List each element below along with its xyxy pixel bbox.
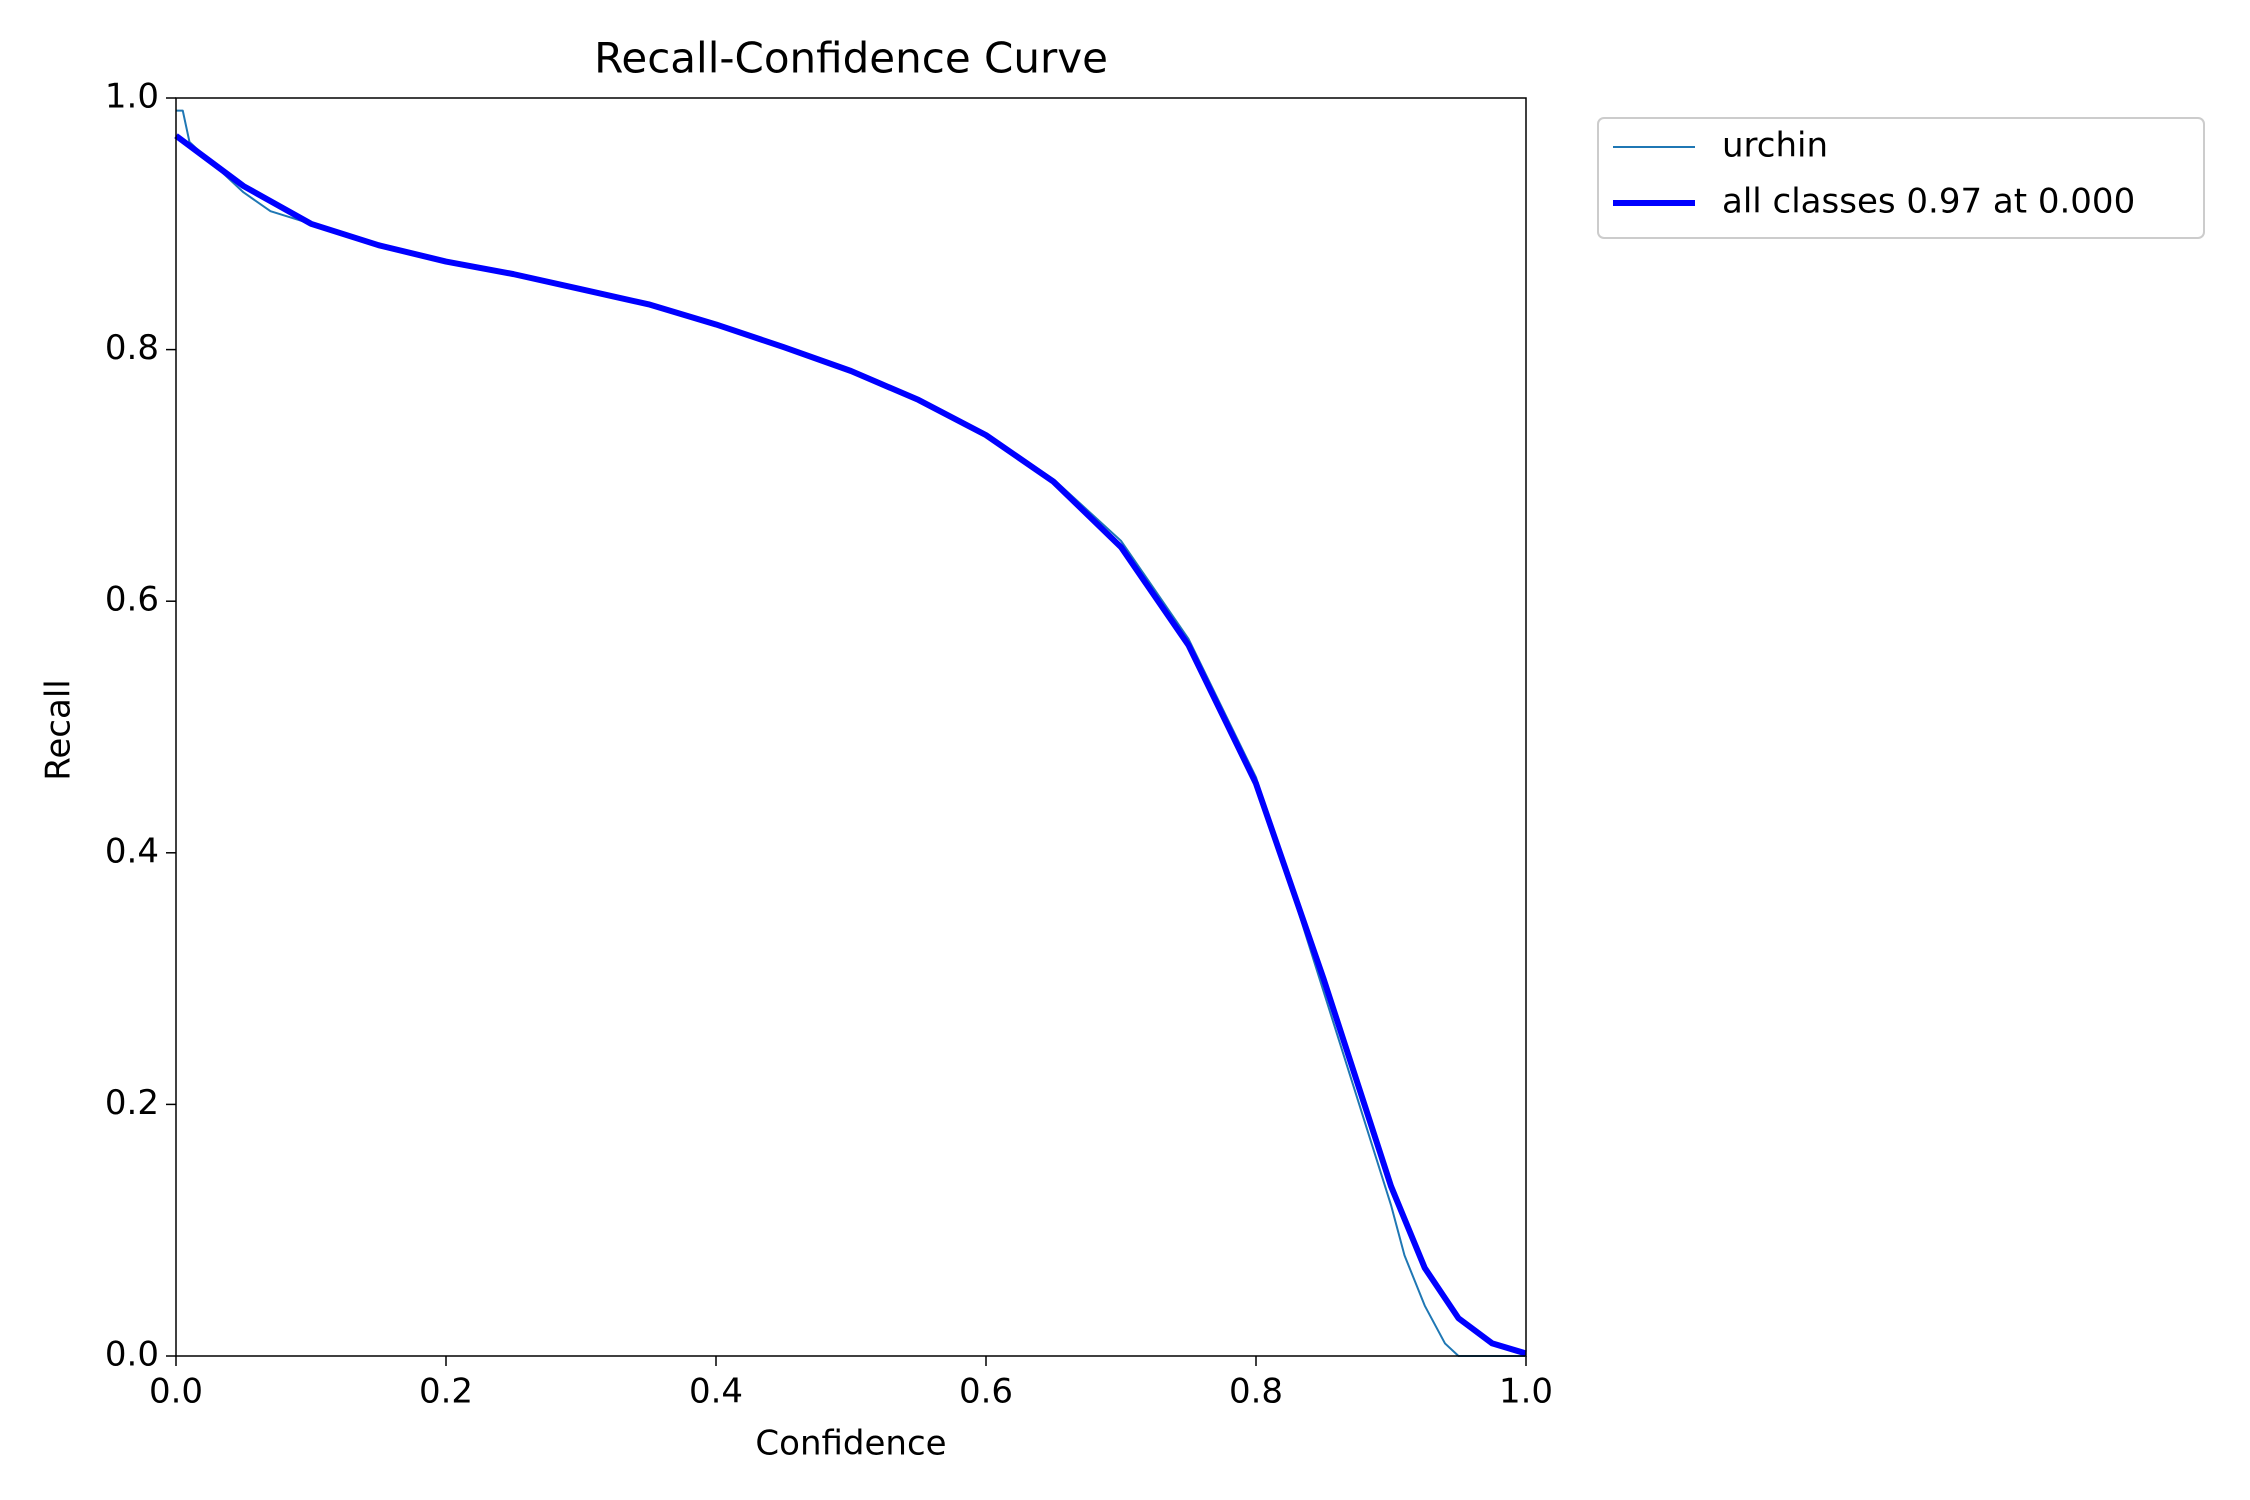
y-tick-label: 0.0 bbox=[105, 1335, 159, 1375]
plot-frame bbox=[175, 97, 1527, 1357]
y-tick-label: 0.2 bbox=[105, 1083, 159, 1123]
x-tick-label: 0.2 bbox=[419, 1372, 473, 1412]
legend-box bbox=[1597, 117, 2205, 239]
x-axis-label: Confidence bbox=[755, 1424, 946, 1464]
line-series bbox=[174, 133, 1527, 1357]
y-tick-label: 0.6 bbox=[105, 580, 159, 620]
y-tick-label: 0.4 bbox=[105, 831, 159, 871]
x-tick-label: 0.6 bbox=[959, 1372, 1013, 1412]
line-series bbox=[176, 109, 1526, 1357]
chart-title: Recall-Confidence Curve bbox=[594, 34, 1108, 83]
y-tick-label: 1.0 bbox=[105, 77, 159, 117]
legend-label: urchin bbox=[1722, 126, 1828, 166]
x-tick-label: 0.4 bbox=[689, 1372, 743, 1412]
y-tick-label: 0.8 bbox=[105, 328, 159, 368]
x-tick-label: 0.0 bbox=[149, 1372, 203, 1412]
y-axis-label: Recall bbox=[39, 679, 79, 780]
x-tick-label: 0.8 bbox=[1229, 1372, 1283, 1412]
legend-label: all classes 0.97 at 0.000 bbox=[1722, 182, 2135, 222]
x-tick-label: 1.0 bbox=[1499, 1372, 1553, 1412]
